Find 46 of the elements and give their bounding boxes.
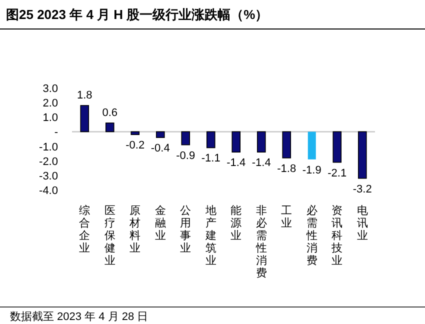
data-label: -3.2 [352, 183, 372, 196]
bar [232, 131, 241, 153]
x-tick-label: 非必需性消费 [254, 204, 267, 280]
data-label: 0.6 [102, 106, 118, 119]
bar [206, 131, 216, 148]
data-label: -0.4 [150, 142, 170, 155]
bar [80, 105, 90, 132]
x-tick-label: 电讯业 [356, 204, 368, 242]
data-label: -1.4 [226, 157, 246, 170]
x-tick-label: 必需性消费 [305, 204, 318, 267]
bar [105, 122, 114, 132]
data-label: 1.8 [76, 89, 92, 102]
x-tick-label: 医疗保健业 [104, 204, 116, 267]
data-label: -1.4 [252, 157, 271, 170]
chart-title: 图25 2023 年 4 月 H 股一级行业涨跌幅（%） [6, 7, 268, 22]
x-tick-label: 金融业 [154, 204, 166, 242]
bar [130, 131, 140, 136]
x-tick-label: 原材料业 [128, 204, 141, 254]
y-tick-label: 3.0 [42, 83, 58, 95]
bar [358, 131, 367, 179]
x-tick-label: 资讯科技业 [330, 204, 343, 267]
bar [332, 131, 342, 163]
x-tick-label: 能源业 [230, 204, 242, 242]
x-tick-label: 工业 [281, 204, 292, 230]
x-tick-label: 公用事业 [180, 204, 192, 254]
y-tick-label: -3.0 [39, 170, 58, 182]
y-tick-label: - [54, 126, 58, 139]
bar [308, 132, 316, 160]
bar [156, 131, 165, 138]
data-label: -1.8 [277, 162, 296, 175]
data-label: -2.1 [328, 167, 347, 180]
y-tick-label: -2.0 [39, 156, 58, 168]
y-tick-label: -4.0 [39, 185, 58, 197]
bar [181, 131, 190, 146]
y-tick-label: 2.0 [42, 98, 58, 110]
data-label: -1.9 [302, 164, 322, 176]
x-tick-label: 综合企业 [79, 204, 90, 254]
data-label: -1.1 [201, 152, 220, 165]
bar [256, 131, 266, 153]
y-tick-label: 1.0 [42, 112, 58, 124]
bar [282, 131, 292, 158]
x-tick-label: 地产建筑业 [204, 204, 216, 267]
text: 数据截至 2023 年 4 月 28 日 [10, 310, 148, 323]
data-label: -0.9 [176, 150, 196, 162]
y-tick-label: -1.0 [39, 141, 58, 154]
data-label: -0.2 [126, 140, 145, 152]
